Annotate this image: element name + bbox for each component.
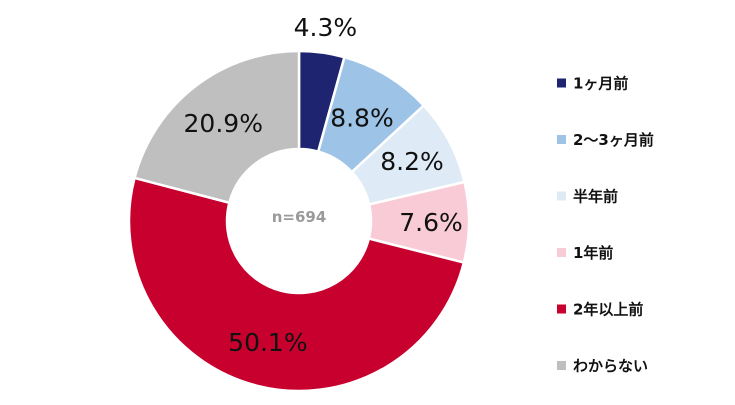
slice-value-label-1: 4.3% — [294, 13, 358, 42]
sample-size-label: n=694 — [272, 208, 327, 226]
legend-label-4: 1年前 — [573, 244, 613, 262]
slice-value-label-5: 50.1% — [228, 328, 307, 357]
legend-label-3: 半年前 — [573, 188, 618, 206]
legend-label-1: 1ヶ月前 — [573, 75, 628, 93]
slice-value-label-4: 7.6% — [399, 208, 463, 237]
legend-swatch-6 — [557, 361, 566, 370]
legend-label-5: 2年以上前 — [573, 301, 643, 319]
slice-labels: 4.3% 8.8% 8.2% 7.6% 50.1% 20.9% — [184, 13, 463, 357]
slice-value-label-3: 8.2% — [380, 147, 444, 176]
donut-slices — [127, 49, 471, 393]
legend-swatch-2 — [557, 135, 566, 144]
legend-swatch-1 — [557, 78, 566, 88]
donut-slice-5 — [127, 176, 466, 393]
legend-swatch-4 — [557, 248, 566, 257]
slice-value-label-6: 20.9% — [184, 109, 263, 138]
legend-swatch-3 — [557, 191, 566, 201]
legend-swatch-5 — [557, 304, 566, 314]
slice-value-label-2: 8.8% — [330, 104, 394, 133]
donut-slice-6 — [133, 49, 301, 205]
legend-label-2: 2〜3ヶ月前 — [573, 131, 654, 149]
legend-label-6: わからない — [573, 357, 648, 375]
